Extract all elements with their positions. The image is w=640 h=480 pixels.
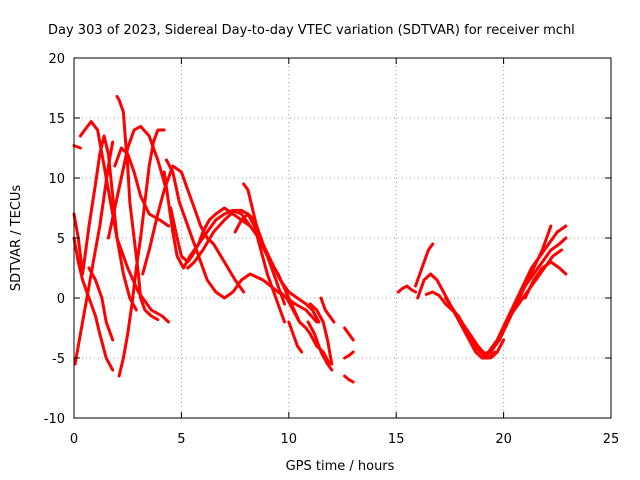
series-track-27: [414, 242, 435, 288]
chart-title: Day 303 of 2023, Sidereal Day-to-day VTE…: [48, 23, 575, 38]
series-track-24: [343, 350, 355, 360]
series-track-21: [306, 320, 334, 372]
x-tick-label: 25: [603, 432, 620, 447]
x-tick-label: 0: [70, 432, 78, 447]
series-track-2: [73, 140, 115, 366]
series-track-3: [72, 144, 82, 150]
series-track-30: [444, 296, 493, 355]
series-track-16: [242, 182, 321, 324]
series-track-32: [487, 224, 568, 354]
y-tick-label: 5: [57, 232, 65, 247]
series-track-17: [233, 212, 286, 306]
y-axis-title: SDTVAR / TECUs: [9, 185, 24, 292]
series-track-9: [106, 124, 168, 240]
series-track-1: [72, 236, 115, 372]
series-track-35: [523, 260, 568, 300]
series-track-5: [72, 134, 138, 312]
series-track-22: [319, 296, 336, 324]
series-track-26: [396, 284, 417, 294]
series-track-11: [141, 164, 246, 294]
y-tick-label: -5: [52, 352, 65, 367]
y-tick-label: 15: [48, 112, 65, 127]
x-tick-label: 20: [495, 432, 512, 447]
series-track-23: [343, 326, 355, 342]
y-tick-labels: -10 -5 0 5 10 15 20: [44, 52, 65, 427]
x-tick-label: 5: [177, 432, 185, 447]
series-track-25: [343, 374, 355, 384]
y-tick-label: 20: [48, 52, 65, 67]
series-track-19: [287, 320, 304, 354]
series-track-6: [87, 266, 115, 342]
x-axis-title: GPS time / hours: [286, 459, 395, 474]
series-track-20: [308, 302, 334, 366]
grid-lines: [74, 58, 611, 418]
x-tick-labels: 0 5 10 15 20 25: [70, 432, 619, 447]
x-tick-label: 15: [388, 432, 405, 447]
series-track-34: [508, 248, 564, 318]
series-track-31: [480, 224, 553, 360]
series-track-10: [113, 146, 170, 228]
x-tick-label: 10: [281, 432, 298, 447]
series-track-8: [117, 128, 166, 378]
series-track-14: [162, 170, 301, 324]
axis-ticks: [73, 57, 612, 419]
series-track-15: [186, 208, 286, 324]
y-tick-label: -10: [44, 412, 65, 427]
series-group: [72, 94, 568, 384]
series-track-7: [115, 94, 160, 322]
y-tick-label: 0: [57, 292, 65, 307]
y-tick-label: 10: [48, 172, 65, 187]
